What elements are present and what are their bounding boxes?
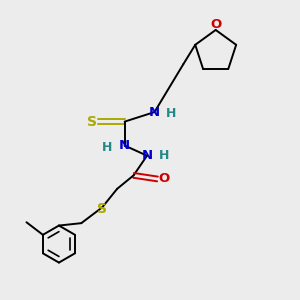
- Text: H: H: [101, 141, 112, 154]
- Text: H: H: [166, 107, 176, 120]
- Text: N: N: [119, 139, 130, 152]
- Text: O: O: [158, 172, 170, 185]
- Text: N: N: [142, 149, 153, 162]
- Text: S: S: [97, 202, 107, 216]
- Text: H: H: [159, 149, 169, 162]
- Text: S: S: [87, 115, 98, 129]
- Text: O: O: [210, 18, 221, 31]
- Text: N: N: [149, 106, 160, 118]
